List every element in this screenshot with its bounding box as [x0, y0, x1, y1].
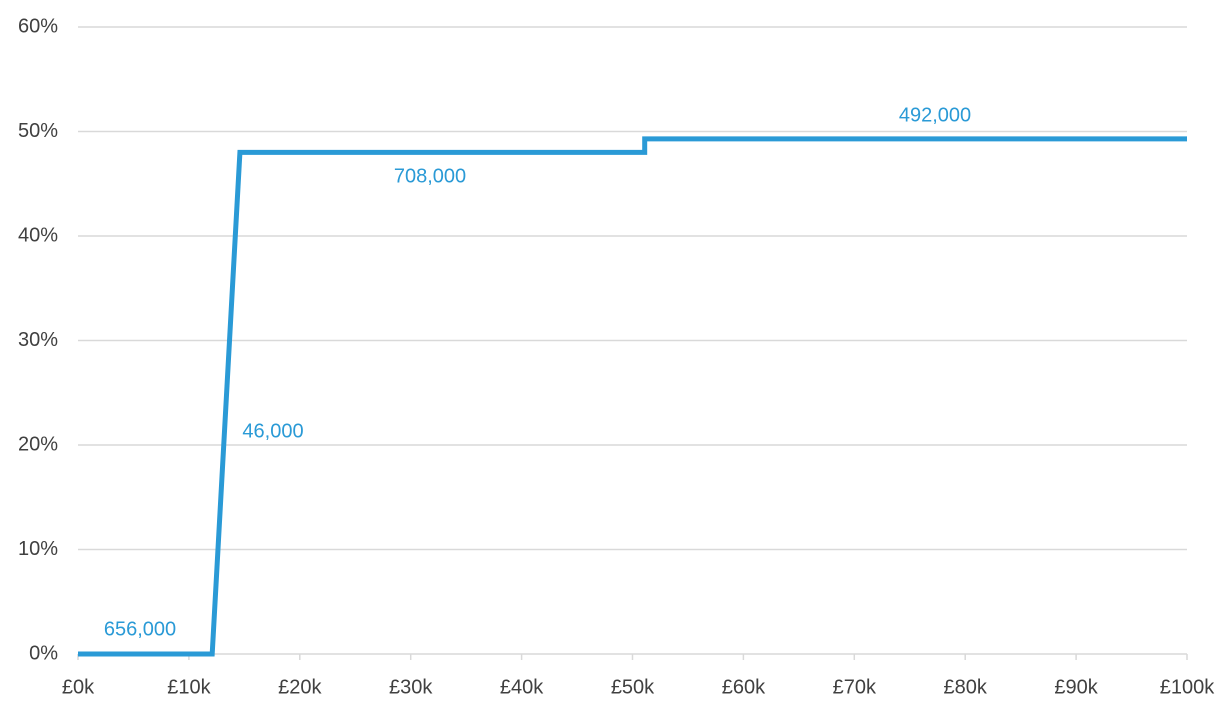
x-tick-label: £70k — [833, 676, 877, 698]
x-tick-label: £0k — [62, 676, 95, 698]
x-tick-label: £40k — [500, 676, 544, 698]
y-tick-label: 30% — [18, 329, 58, 351]
x-tick-label: £80k — [944, 676, 988, 698]
y-tick-label: 60% — [18, 15, 58, 37]
x-tick-label: £60k — [722, 676, 766, 698]
x-tick-label: £100k — [1160, 676, 1215, 698]
y-tick-label: 0% — [29, 642, 58, 664]
x-tick-label: £90k — [1054, 676, 1098, 698]
y-tick-label: 40% — [18, 224, 58, 246]
y-tick-label: 50% — [18, 120, 58, 142]
line — [78, 136, 1187, 657]
annotation: 46,000 — [242, 420, 303, 442]
annotation: 708,000 — [394, 165, 466, 187]
x-tick-label: £20k — [278, 676, 322, 698]
y-tick-label: 20% — [18, 433, 58, 455]
annotation: 492,000 — [899, 104, 971, 126]
x-tick-label: £10k — [167, 676, 211, 698]
x-tick-label: £50k — [611, 676, 655, 698]
y-tick-label: 10% — [18, 538, 58, 560]
x-tick-label: £30k — [389, 676, 433, 698]
annotation: 656,000 — [104, 618, 176, 640]
